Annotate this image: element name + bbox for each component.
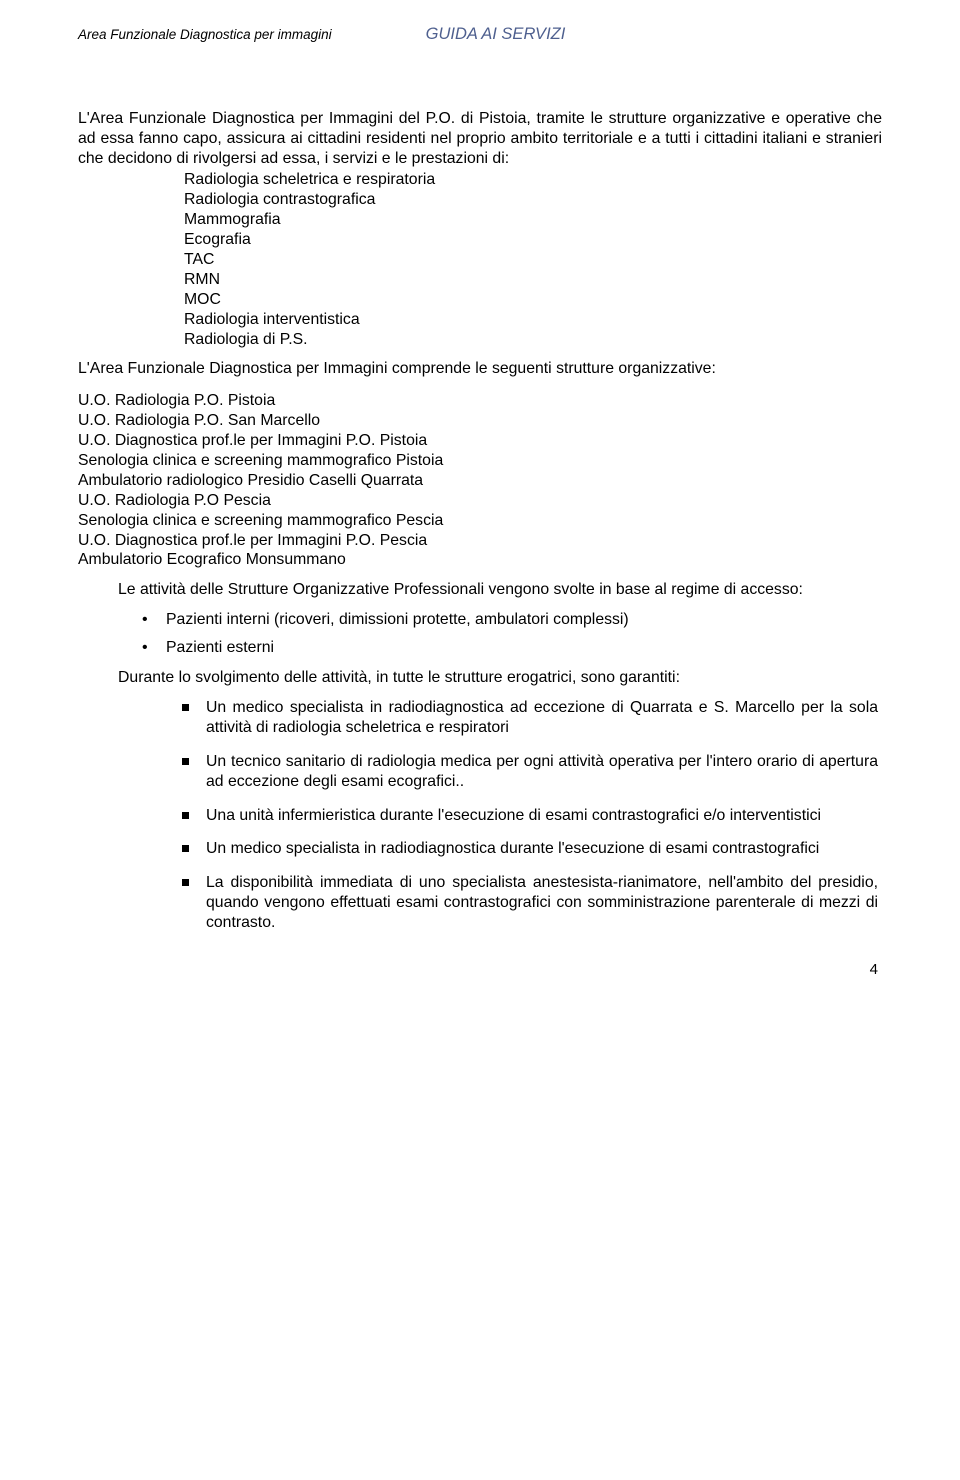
guarantee-list: Un medico specialista in radiodiagnostic… — [78, 698, 882, 933]
org-units-block: U.O. Radiologia P.O. Pistoia U.O. Radiol… — [78, 391, 882, 570]
page-number: 4 — [78, 961, 882, 980]
service-item: Radiologia contrastografica — [184, 190, 882, 210]
regime-item: Pazienti interni (ricoveri, dimissioni p… — [166, 610, 882, 630]
service-item: Mammografia — [184, 210, 882, 230]
header-left: Area Funzionale Diagnostica per immagini — [78, 24, 332, 43]
org-unit: Ambulatorio Ecografico Monsummano — [78, 550, 882, 570]
org-unit: Senologia clinica e screening mammografi… — [78, 451, 882, 471]
service-item: Ecografia — [184, 230, 882, 250]
guarantee-item: Una unità infermieristica durante l'esec… — [206, 806, 882, 826]
intro-paragraph: L'Area Funzionale Diagnostica per Immagi… — [78, 109, 882, 169]
service-item: Radiologia di P.S. — [184, 330, 882, 350]
services-list: Radiologia scheletrica e respiratoria Ra… — [78, 170, 882, 349]
guarantee-item: La disponibilità immediata di uno specia… — [206, 873, 882, 933]
guarantee-intro-paragraph: Durante lo svolgimento delle attività, i… — [78, 668, 882, 688]
service-item: MOC — [184, 290, 882, 310]
regime-list: Pazienti interni (ricoveri, dimissioni p… — [78, 610, 882, 658]
org-unit: U.O. Diagnostica prof.le per Immagini P.… — [78, 531, 882, 551]
org-unit: Ambulatorio radiologico Presidio Caselli… — [78, 471, 882, 491]
org-intro-paragraph: L'Area Funzionale Diagnostica per Immagi… — [78, 359, 882, 379]
regime-intro-paragraph: Le attività delle Strutture Organizzativ… — [78, 580, 882, 600]
regime-item: Pazienti esterni — [166, 638, 882, 658]
guarantee-item: Un tecnico sanitario di radiologia medic… — [206, 752, 882, 792]
service-item: Radiologia scheletrica e respiratoria — [184, 170, 882, 190]
guarantee-item: Un medico specialista in radiodiagnostic… — [206, 698, 882, 738]
guarantee-item: Un medico specialista in radiodiagnostic… — [206, 839, 882, 859]
org-unit: U.O. Diagnostica prof.le per Immagini P.… — [78, 431, 882, 451]
org-unit: U.O. Radiologia P.O. San Marcello — [78, 411, 882, 431]
org-unit: U.O. Radiologia P.O. Pistoia — [78, 391, 882, 411]
page-header: Area Funzionale Diagnostica per immagini… — [78, 24, 882, 45]
service-item: Radiologia interventistica — [184, 310, 882, 330]
org-unit: Senologia clinica e screening mammografi… — [78, 511, 882, 531]
service-item: RMN — [184, 270, 882, 290]
service-item: TAC — [184, 250, 882, 270]
org-unit: U.O. Radiologia P.O Pescia — [78, 491, 882, 511]
header-right: GUIDA AI SERVIZI — [426, 24, 566, 45]
